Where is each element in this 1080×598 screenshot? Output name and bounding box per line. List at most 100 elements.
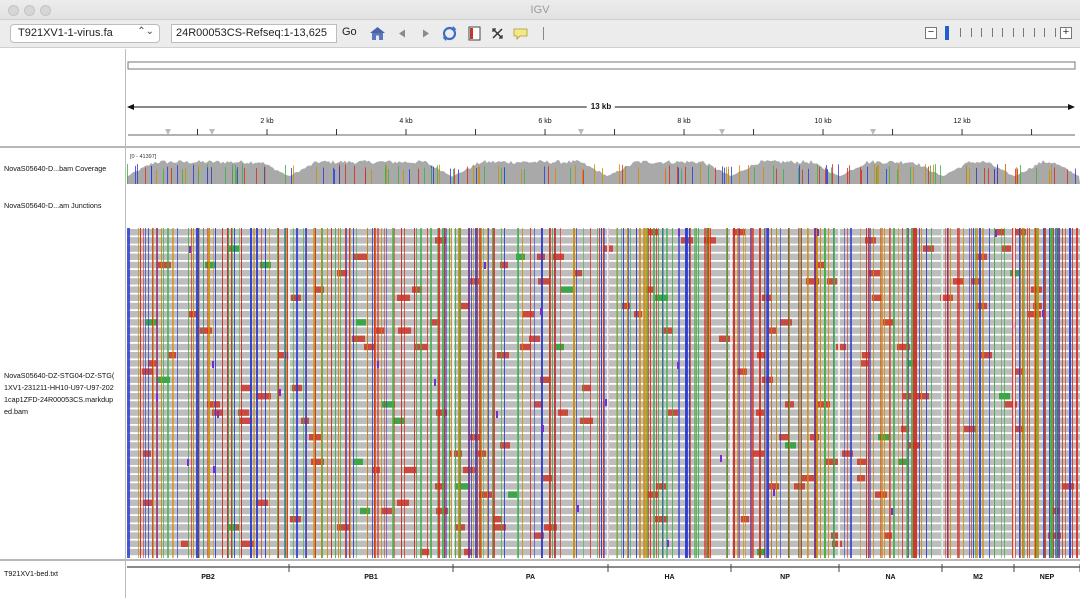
variant-column (305, 228, 307, 558)
variant-column (710, 228, 711, 558)
coverage-variant-bar (185, 167, 186, 188)
coverage-variant-bar (256, 168, 257, 189)
read-mismatch-block (580, 417, 593, 424)
variant-column (982, 228, 984, 558)
coverage-variant-bar (291, 168, 292, 189)
coverage-variant-bar (933, 164, 934, 185)
variant-column (898, 228, 899, 558)
variant-column (384, 228, 385, 558)
feature-label-np[interactable]: NP (780, 574, 790, 581)
variant-column (313, 228, 314, 558)
variant-column (847, 228, 848, 558)
junctions-track-name[interactable]: NovaS05640-D...am Junctions (4, 201, 102, 210)
ruler-marker (209, 129, 215, 135)
coverage-variant-bar (826, 165, 827, 186)
variant-column (228, 228, 229, 558)
feature-label-m2[interactable]: M2 (973, 574, 983, 581)
insertion-marker (773, 489, 775, 496)
home-icon[interactable] (369, 25, 386, 42)
coverage-variant-bar (316, 166, 317, 187)
coverage-variant-bar (339, 166, 340, 187)
alignment-track-name-line-3[interactable]: 1cap1ZFD-24R00053CS.markdup (4, 395, 114, 404)
variant-column (706, 228, 707, 558)
feature-label-nep[interactable]: NEP (1039, 574, 1055, 581)
zoom-out-button[interactable]: − (925, 27, 937, 39)
coverage-variant-bar (1017, 168, 1018, 189)
variant-column (1035, 228, 1036, 558)
close-window-button[interactable] (8, 5, 19, 16)
coverage-variant-bar (731, 166, 732, 187)
coverage-variant-bar (163, 168, 164, 189)
coverage-variant-bar (1051, 165, 1052, 186)
popup-text-icon[interactable] (512, 25, 529, 42)
variant-column (915, 228, 917, 558)
coverage-variant-bar (345, 164, 346, 185)
read-mismatch-block (534, 401, 543, 408)
read-mismatch-block (364, 343, 376, 351)
zoom-window-button[interactable] (40, 5, 51, 16)
read-mismatch-block (143, 450, 151, 457)
read-mismatch-block (436, 409, 447, 416)
refresh-icon[interactable] (441, 25, 458, 42)
span-arrow-right (1068, 104, 1075, 110)
coverage-variant-bar (1067, 169, 1068, 190)
region-of-interest-icon[interactable] (466, 25, 483, 42)
read-mismatch-block (199, 327, 212, 334)
feature-label-ha[interactable]: HA (664, 574, 675, 581)
feature-label-na[interactable]: NA (885, 574, 896, 581)
ruler-marker (165, 129, 171, 135)
variant-column (261, 228, 262, 558)
variant-column (322, 228, 323, 558)
variant-column (213, 228, 214, 558)
panel-divider[interactable] (0, 146, 1080, 148)
read-mismatch-block (582, 384, 591, 392)
coverage-track-name[interactable]: NovaS05640-D...bam Coverage (4, 164, 107, 173)
panel-divider[interactable] (0, 559, 1080, 561)
zoom-in-button[interactable]: + (1060, 27, 1072, 39)
coverage-variant-bar (825, 167, 826, 188)
chromosome-ideogram[interactable] (127, 61, 1076, 70)
feature-label-pb2[interactable]: PB2 (201, 574, 215, 581)
junctions-track[interactable] (127, 186, 1080, 226)
genome-dropdown[interactable]: T921XV1-1-virus.fa ⌃⌄ (10, 24, 160, 43)
minimize-window-button[interactable] (24, 5, 35, 16)
read-mismatch-block (205, 261, 216, 269)
coverage-track[interactable]: [0 - 41397] (127, 152, 1080, 190)
coverage-variant-bar (521, 169, 522, 190)
alignment-track-name-line-4[interactable]: ed.bam (4, 407, 28, 416)
genome-dropdown-value: T921XV1-1-virus.fa (18, 27, 113, 39)
variant-column (256, 228, 258, 558)
back-icon[interactable] (394, 25, 411, 42)
feature-label-pa[interactable]: PA (525, 574, 536, 581)
forward-icon[interactable] (417, 25, 434, 42)
feature-track-name[interactable]: T921XV1-bed.txt (4, 569, 58, 578)
variant-column (549, 228, 551, 558)
go-button[interactable]: Go (342, 26, 357, 38)
variant-column (616, 228, 617, 558)
variant-column (345, 228, 346, 558)
coverage-variant-bar (638, 167, 639, 188)
locus-search-input[interactable]: 24R00053CS-Refseq:1-13,625 (171, 24, 337, 43)
alignment-reads-track[interactable] (127, 228, 1080, 558)
coverage-variant-bar (754, 167, 755, 188)
variant-column (666, 228, 668, 558)
insertion-marker (212, 361, 214, 368)
alignment-track-name-line-1[interactable]: NovaS05640-DZ-STG04-DZ-STG( (4, 371, 115, 380)
variant-column (530, 228, 531, 558)
coverage-variant-bar (602, 168, 603, 189)
alignment-track-name-line-2[interactable]: 1XV1-231211-HH10-U97-U97-202 (4, 383, 114, 392)
read-mismatch-block (289, 516, 301, 523)
coverage-variant-bar (285, 164, 286, 185)
ruler-track[interactable]: 13 kb 2 kb 4 kb 6 kb 8 kb 10 kb 12 kb (127, 49, 1080, 145)
variant-column (269, 228, 270, 558)
zoom-slider-thumb[interactable] (945, 26, 949, 40)
variant-column (207, 228, 208, 558)
variant-column (908, 228, 909, 558)
resize-to-window-icon[interactable] (489, 25, 506, 42)
feature-label-pb1[interactable]: PB1 (364, 574, 378, 581)
variant-column (386, 228, 387, 558)
insertion-marker (217, 411, 219, 418)
read-mismatch-block (1004, 401, 1017, 408)
variant-column (451, 228, 452, 558)
feature-track[interactable]: PB2 PB1 PA HA NP NA M2 NEP (127, 562, 1080, 598)
